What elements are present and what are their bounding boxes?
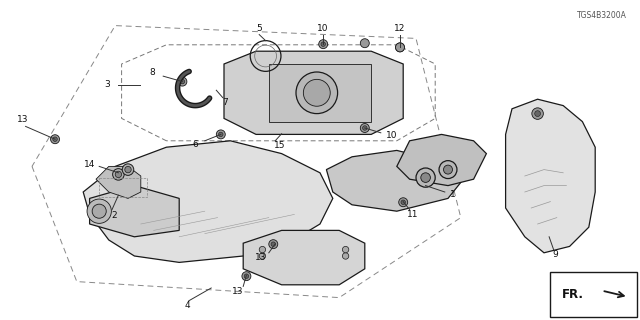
Circle shape	[342, 253, 349, 259]
Circle shape	[360, 39, 369, 48]
Circle shape	[439, 161, 457, 179]
Circle shape	[421, 173, 431, 182]
Circle shape	[398, 45, 403, 50]
Circle shape	[399, 198, 408, 207]
Circle shape	[218, 132, 223, 137]
Circle shape	[244, 274, 249, 278]
Text: 6: 6	[193, 140, 198, 149]
Text: 14: 14	[84, 160, 95, 169]
Circle shape	[360, 124, 369, 132]
Text: 9: 9	[553, 250, 558, 259]
Text: 13: 13	[232, 287, 244, 296]
Circle shape	[51, 135, 60, 144]
Polygon shape	[224, 51, 403, 134]
Text: 13: 13	[255, 253, 267, 262]
Circle shape	[180, 79, 184, 84]
Circle shape	[532, 108, 543, 119]
Text: FR.: FR.	[562, 288, 584, 301]
Circle shape	[115, 171, 122, 178]
Circle shape	[216, 130, 225, 139]
Polygon shape	[96, 166, 141, 198]
Text: 4: 4	[184, 301, 189, 310]
Circle shape	[269, 240, 278, 249]
Text: 7: 7	[223, 98, 228, 107]
Polygon shape	[397, 134, 486, 186]
Text: 3: 3	[105, 80, 110, 89]
Circle shape	[242, 272, 251, 281]
Text: TGS4B3200A: TGS4B3200A	[577, 11, 627, 20]
Circle shape	[259, 246, 266, 253]
Circle shape	[52, 137, 58, 141]
Circle shape	[319, 40, 328, 49]
Circle shape	[396, 43, 404, 52]
Text: 15: 15	[274, 141, 285, 150]
Text: 12: 12	[394, 24, 406, 33]
Text: 2: 2	[111, 211, 116, 220]
Text: 10: 10	[386, 131, 397, 140]
Circle shape	[125, 166, 131, 173]
Circle shape	[535, 111, 540, 116]
Circle shape	[444, 165, 452, 174]
Circle shape	[401, 200, 406, 204]
Polygon shape	[243, 230, 365, 285]
Circle shape	[92, 204, 106, 218]
Text: 11: 11	[407, 210, 419, 219]
Circle shape	[303, 79, 330, 106]
Text: 1: 1	[451, 190, 456, 199]
Circle shape	[178, 77, 187, 86]
Polygon shape	[90, 186, 179, 237]
Text: 5: 5	[257, 24, 262, 33]
Polygon shape	[326, 150, 461, 211]
Polygon shape	[83, 141, 333, 262]
Polygon shape	[506, 99, 595, 253]
Circle shape	[362, 126, 367, 130]
Circle shape	[396, 43, 404, 52]
Text: 8: 8	[150, 68, 155, 77]
Text: 10: 10	[317, 24, 329, 33]
Circle shape	[259, 253, 266, 259]
Circle shape	[122, 164, 134, 175]
Circle shape	[271, 242, 275, 246]
Circle shape	[87, 199, 111, 223]
Circle shape	[416, 168, 435, 187]
Circle shape	[113, 169, 124, 180]
Text: 13: 13	[17, 116, 28, 124]
Circle shape	[342, 246, 349, 253]
Circle shape	[321, 42, 326, 46]
Circle shape	[296, 72, 338, 114]
Polygon shape	[269, 64, 371, 122]
